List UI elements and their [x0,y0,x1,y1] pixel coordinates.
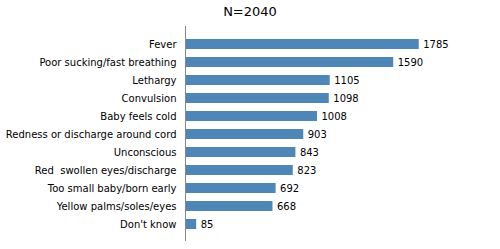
svg-text:Too small baby/born early: Too small baby/born early [47,183,177,194]
svg-text:1590: 1590 [398,57,423,68]
svg-text:668: 668 [277,201,296,212]
svg-text:1105: 1105 [334,75,359,86]
svg-text:Red swollen eyes/discharge: Red swollen eyes/discharge [35,165,177,176]
svg-text:903: 903 [308,129,327,140]
svg-text:Lethargy: Lethargy [132,75,176,86]
svg-text:1785: 1785 [423,39,448,50]
svg-text:843: 843 [300,147,319,158]
svg-text:Poor sucking/fast breathing: Poor sucking/fast breathing [39,57,176,68]
svg-text:Don't know: Don't know [120,219,176,230]
svg-text:Convulsion: Convulsion [122,93,177,104]
svg-text:823: 823 [297,165,316,176]
svg-text:Baby feels cold: Baby feels cold [100,111,176,122]
svg-text:692: 692 [280,183,299,194]
svg-text:Redness or discharge around co: Redness or discharge around cord [6,129,177,140]
svg-text:1098: 1098 [333,93,358,104]
svg-text:Unconscious: Unconscious [114,147,177,158]
html-text:N=2040: N=2040 [223,4,277,19]
svg-text:85: 85 [201,219,214,230]
svg-text:Yellow palms/soles/eyes: Yellow palms/soles/eyes [56,201,177,212]
svg-text:Fever: Fever [149,39,177,50]
svg-text:1008: 1008 [322,111,347,122]
